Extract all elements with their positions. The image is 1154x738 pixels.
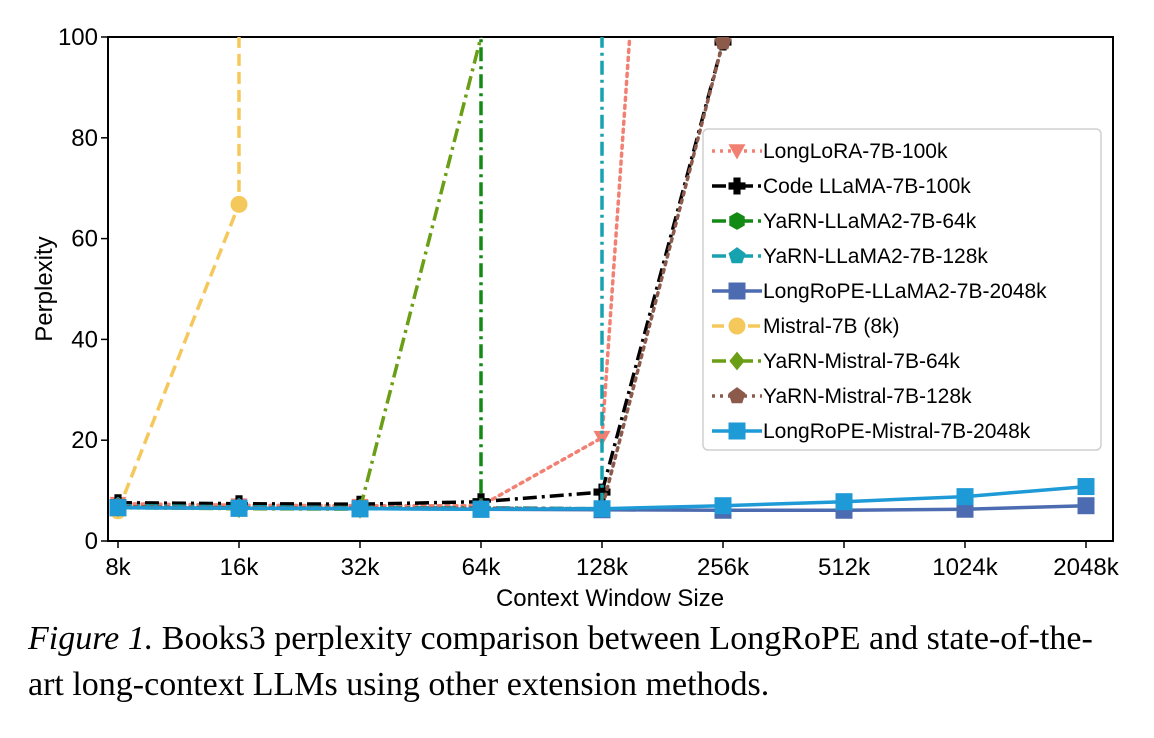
figure-caption: Figure 1. Books3 perplexity comparison b… — [28, 616, 1128, 708]
x-axis-label: Context Window Size — [496, 585, 724, 612]
series-yarn-mistral-7b-64k — [110, 37, 483, 519]
legend-label: YaRN-Mistral-7B-128k — [763, 385, 972, 408]
legend-swatch-marker — [728, 282, 746, 300]
legend-item: YaRN-Mistral-7B-128k — [712, 385, 972, 408]
series-line — [116, 37, 632, 508]
series-yarn-llama2-7b-128k — [109, 37, 611, 516]
data-point — [351, 500, 369, 518]
legend-label: Mistral-7B (8k) — [763, 315, 900, 338]
data-point — [230, 499, 248, 517]
axis-ticks: 8k 16k 32k 64k 128k 256k 512k 1024k 2048k 0 20 40 60… — [58, 24, 1120, 581]
series-line — [117, 37, 483, 510]
y-axis-label: Perplexity — [31, 236, 58, 341]
legend-swatch-marker — [729, 351, 745, 371]
legend-box — [702, 128, 1102, 451]
legend-item: LongRoPE-LLaMA2-7B-2048k — [712, 280, 1047, 303]
x-tick-label: 2048k — [1053, 554, 1119, 581]
legend-label: YaRN-LLaMA2-7B-128k — [763, 245, 988, 268]
data-point — [956, 488, 974, 506]
data-point — [593, 500, 611, 518]
legend-swatch-marker — [729, 212, 745, 230]
y-tick-label: 40 — [71, 326, 98, 353]
series-line — [117, 41, 725, 506]
x-tick-label: 32k — [341, 554, 381, 581]
series-line — [116, 40, 725, 511]
data-point — [835, 493, 853, 511]
series-mistral-7b-8k — [109, 37, 248, 520]
legend-swatch-marker — [728, 144, 746, 160]
legend-item: Mistral-7B (8k) — [712, 315, 900, 338]
data-point — [593, 430, 611, 447]
plot-border — [107, 36, 1114, 542]
x-tick-label: 64k — [462, 554, 502, 581]
y-tick-label: 60 — [71, 226, 98, 253]
legend-label: LongLoRA-7B-100k — [763, 140, 948, 163]
series-longrope-mistral-7b-2048k — [109, 478, 1095, 518]
series-yarn-llama2-7b-64k — [110, 37, 489, 518]
data-point — [714, 37, 732, 50]
legend-label: Code LLaMA-7B-100k — [763, 175, 971, 198]
data-point — [230, 195, 248, 213]
series-longlora-7b-100k — [109, 37, 632, 515]
series-layer — [109, 37, 1095, 520]
x-tick-label: 128k — [576, 554, 629, 581]
legend-item: YaRN-Mistral-7B-64k — [712, 350, 960, 373]
legend-swatch-marker — [728, 317, 746, 335]
legend-label: YaRN-Mistral-7B-64k — [763, 350, 960, 373]
x-tick-label: 8k — [105, 554, 131, 581]
legend-swatch-marker — [728, 387, 746, 404]
series-line — [117, 37, 604, 511]
legend: LongLoRA-7B-100k Code LLaMA-7B-100k YaRN-L… — [702, 128, 1102, 451]
y-tick-label: 20 — [71, 427, 98, 454]
x-tick-label: 16k — [220, 554, 260, 581]
legend-item: LongLoRA-7B-100k — [712, 140, 948, 163]
legend-item: YaRN-LLaMA2-7B-64k — [712, 210, 977, 233]
x-tick-label: 512k — [818, 554, 871, 581]
legend-label: YaRN-LLaMA2-7B-64k — [763, 210, 977, 233]
legend-item: YaRN-LLaMA2-7B-128k — [712, 245, 988, 268]
y-tick-label: 0 — [85, 528, 98, 555]
legend-swatch-marker — [728, 177, 746, 195]
legend-item: LongRoPE-Mistral-7B-2048k — [712, 420, 1031, 443]
series-code-llama-7b-100k — [109, 37, 732, 513]
legend-swatch-marker — [728, 422, 746, 440]
legend-item: Code LLaMA-7B-100k — [712, 175, 971, 198]
x-tick-label: 256k — [697, 554, 750, 581]
series-yarn-mistral-7b-128k — [109, 37, 732, 516]
data-point — [472, 500, 490, 518]
data-point — [109, 499, 127, 517]
data-point — [1077, 497, 1095, 515]
series-line — [117, 37, 483, 511]
plot-frame — [107, 36, 1114, 542]
caption-label: Figure 1. — [28, 620, 154, 657]
data-point — [593, 483, 611, 501]
y-tick-label: 100 — [58, 24, 98, 51]
legend-label: LongRoPE-Mistral-7B-2048k — [763, 420, 1031, 443]
legend-swatch-marker — [728, 247, 746, 264]
data-point — [714, 497, 732, 515]
perplexity-line-chart: 8k 16k 32k 64k 128k 256k 512k 1024k 2048k 0 20 40 60… — [31, 24, 1120, 612]
y-tick-label: 80 — [71, 125, 98, 152]
x-tick-label: 1024k — [932, 554, 998, 581]
caption-text: Books3 perplexity comparison between Lon… — [28, 620, 1093, 703]
legend-label: LongRoPE-LLaMA2-7B-2048k — [763, 280, 1047, 303]
data-point — [1077, 478, 1095, 496]
series-line — [116, 37, 241, 512]
